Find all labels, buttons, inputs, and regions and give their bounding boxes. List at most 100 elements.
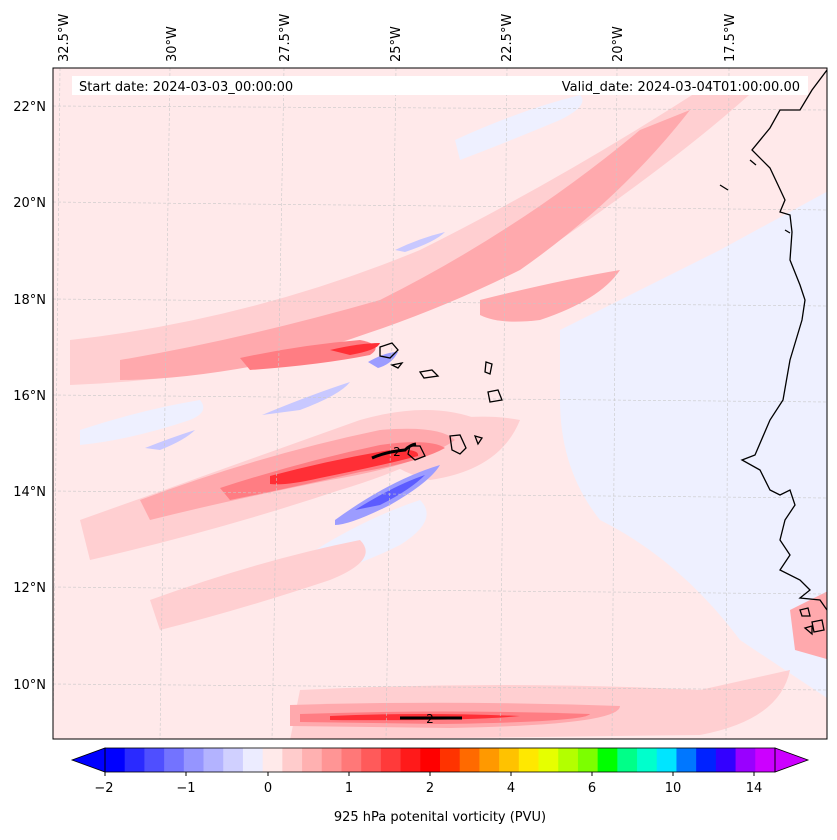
colorbar-cell: [617, 748, 638, 772]
map-frame: [52, 67, 828, 740]
colorbar-ticks: −2 −1 0 1 2 4 6 10 14: [94, 772, 762, 796]
colorbar-cells: [105, 748, 776, 772]
island-sao-vicente: [390, 362, 404, 369]
negative-streak: [80, 400, 204, 445]
colorbar-cell: [262, 748, 283, 772]
colorbar-tick-label: 1: [345, 781, 353, 796]
colorbar: −2 −1 0 1 2 4 6 10 14 925 hPa potenital …: [70, 747, 810, 825]
colorbar-cell: [124, 748, 145, 772]
island-maio: [473, 435, 484, 446]
colorbar-cell: [656, 748, 677, 772]
island-santo-antao: [379, 342, 399, 359]
lon-label: 22.5°W: [500, 14, 515, 62]
island-santiago: [449, 434, 467, 455]
negative-streak: [262, 382, 350, 415]
lat-label: 18°N: [13, 293, 46, 308]
pv-core: [330, 343, 380, 355]
colorbar-cell: [183, 748, 204, 772]
colorbar-cell: [321, 748, 342, 772]
colorbar-cell: [361, 748, 382, 772]
lon-label: 17.5°W: [723, 14, 738, 62]
ocean-negative-region: [560, 191, 827, 698]
island-boa-vista: [487, 389, 503, 403]
colorbar-tick-label: 10: [665, 781, 682, 796]
colorbar-cell: [558, 748, 579, 772]
pv-band: [480, 270, 620, 322]
colorbar-cell: [518, 748, 539, 772]
colorbar-max-extend: [774, 747, 810, 773]
colorbar-tick-label: 4: [507, 781, 515, 796]
colorbar-min-extend: [70, 747, 106, 773]
negative-streak: [455, 95, 583, 160]
date-bar: [72, 76, 808, 95]
coastline: [379, 69, 827, 636]
colorbar-cell: [302, 748, 323, 772]
negative-pv-streaks: [145, 232, 445, 525]
contour-line: [371, 442, 417, 460]
valid-date: Valid_date: 2024-03-04T01:00:00.00: [562, 80, 800, 95]
colorbar-cell: [637, 748, 658, 772]
pv-core: [270, 449, 419, 485]
pv-contour-2: [371, 442, 462, 720]
pv-band: [790, 591, 827, 660]
colorbar-cell: [696, 748, 717, 772]
africa-coast: [740, 69, 827, 611]
colorbar-cell: [164, 748, 185, 772]
start-date: Start date: 2024-03-03_00:00:00: [79, 80, 293, 95]
colorbar-cell: [105, 748, 126, 772]
pv-band: [70, 85, 760, 385]
negative-streak: [145, 430, 195, 450]
negative-streak: [395, 232, 445, 252]
colorbar-cell: [735, 748, 756, 772]
colorbar-cell: [577, 748, 599, 772]
lon-label: 32.5°W: [57, 14, 72, 62]
colorbar-cell: [440, 748, 461, 772]
island-fogo: [407, 445, 426, 461]
latitude-labels: 22°N 20°N 18°N 16°N 14°N 12°N 10°N: [13, 100, 46, 693]
colorbar-cell: [499, 748, 520, 772]
map-panel: 2 2 Start date: 2024-03-03_00:00:00 Vali…: [53, 68, 827, 739]
colorbar-cell: [282, 748, 303, 772]
contour-label: 2: [393, 445, 401, 459]
longitude-labels: 32.5°W 30°W 27.5°W 25°W 22.5°W 20°W 17.5…: [57, 14, 738, 62]
colorbar-cell: [420, 748, 441, 772]
contour-label: 2: [426, 712, 434, 726]
colorbar-cell: [538, 748, 559, 772]
colorbar-cell: [400, 748, 421, 772]
colorbar-cell: [479, 748, 500, 772]
colorbar-cell: [380, 748, 401, 772]
colorbar-tick-label: 2: [426, 781, 434, 796]
colorbar-tick-label: −1: [176, 781, 195, 796]
colorbar-cell: [242, 748, 264, 772]
colorbar-cell: [144, 748, 165, 772]
colorbar-tick-label: 6: [588, 781, 596, 796]
colorbar-cell: [715, 748, 736, 772]
colorbar-cell: [223, 748, 244, 772]
lon-label: 27.5°W: [278, 14, 293, 62]
colorbar-cell: [755, 748, 776, 772]
colorbar-frame: [104, 747, 776, 773]
lat-label: 22°N: [13, 100, 46, 115]
colorbar-cell: [203, 748, 224, 772]
colorbar-cell: [597, 748, 618, 772]
colorbar-tick-label: −2: [94, 781, 113, 796]
lat-label: 12°N: [13, 581, 46, 596]
negative-core: [355, 475, 425, 510]
colorbar-cell: [459, 748, 480, 772]
colorbar-tick-label: 14: [746, 781, 763, 796]
colorbar-cell: [341, 748, 362, 772]
pv-band: [120, 110, 690, 380]
island-sal: [484, 361, 493, 375]
lon-label: 20°W: [611, 26, 626, 62]
colorbar-cell: [676, 748, 697, 772]
pv-band: [150, 540, 366, 630]
lat-label: 10°N: [13, 678, 46, 693]
coast-detail: [719, 159, 791, 234]
bijagos-islands: [799, 607, 825, 636]
island-sao-nicolau: [418, 369, 440, 379]
colorbar-tick-label: 0: [264, 781, 272, 796]
negative-streak: [368, 352, 398, 368]
lat-label: 16°N: [13, 389, 46, 404]
